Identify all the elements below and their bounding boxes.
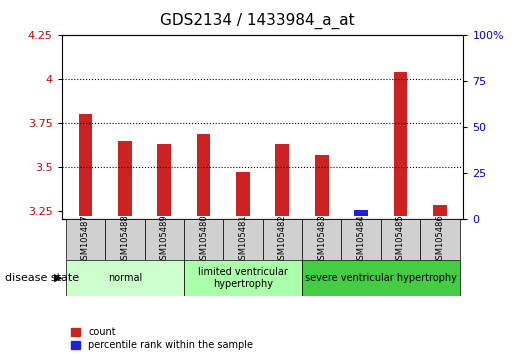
Bar [78,114,92,216]
Text: GDS2134 / 1433984_a_at: GDS2134 / 1433984_a_at [160,12,355,29]
FancyBboxPatch shape [224,219,263,260]
FancyBboxPatch shape [184,219,224,260]
Text: GSM105482: GSM105482 [278,215,287,265]
Bar [393,72,407,216]
FancyBboxPatch shape [263,219,302,260]
Text: disease state: disease state [5,273,79,283]
Legend: count, percentile rank within the sample: count, percentile rank within the sample [66,324,257,354]
Bar [236,172,250,216]
FancyBboxPatch shape [302,219,341,260]
Text: normal: normal [108,273,142,283]
Text: GSM105484: GSM105484 [356,215,366,265]
FancyBboxPatch shape [105,219,145,260]
Text: GSM105487: GSM105487 [81,215,90,265]
Text: GSM105485: GSM105485 [396,215,405,265]
Text: GSM105480: GSM105480 [199,215,208,265]
Text: severe ventricular hypertrophy: severe ventricular hypertrophy [305,273,457,283]
Bar [197,133,211,216]
Bar [276,144,289,216]
FancyBboxPatch shape [184,260,302,296]
FancyBboxPatch shape [302,260,459,296]
FancyBboxPatch shape [66,219,105,260]
FancyBboxPatch shape [66,260,184,296]
FancyBboxPatch shape [145,219,184,260]
Text: GSM105481: GSM105481 [238,215,248,265]
Bar [315,155,329,216]
Bar [157,144,171,216]
Text: GSM105489: GSM105489 [160,215,169,265]
Bar [433,205,447,216]
Bar [354,211,368,216]
Bar [354,210,368,216]
Text: GSM105486: GSM105486 [435,215,444,265]
Text: ▶: ▶ [54,273,63,283]
Text: limited ventricular
hypertrophy: limited ventricular hypertrophy [198,267,288,289]
Bar [118,141,132,216]
FancyBboxPatch shape [381,219,420,260]
Text: GSM105483: GSM105483 [317,215,326,265]
FancyBboxPatch shape [341,219,381,260]
FancyBboxPatch shape [420,219,459,260]
Text: GSM105488: GSM105488 [121,215,129,265]
